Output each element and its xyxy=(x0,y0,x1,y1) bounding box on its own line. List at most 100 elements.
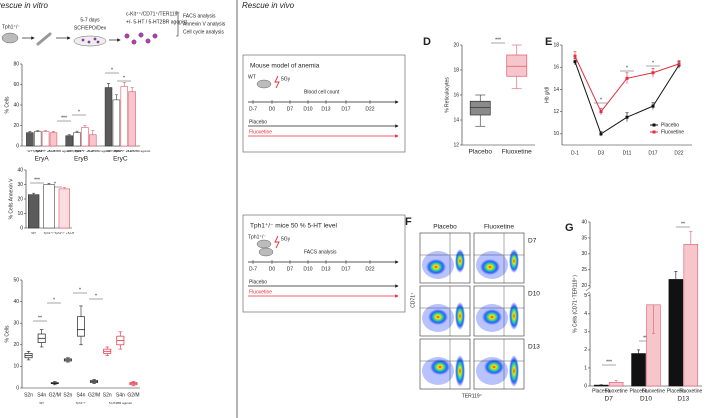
bar-series-label: Tph1⁺/⁻ xyxy=(32,149,43,153)
bar-series-label: Placebo xyxy=(667,388,685,394)
y-tick-label: 14 xyxy=(553,87,559,93)
y-tick-label: 3 xyxy=(584,329,587,335)
timeline-label: D-7 xyxy=(249,266,257,272)
panel-label: D xyxy=(423,36,431,48)
bar xyxy=(81,127,89,147)
flow-column-label: Placebo xyxy=(433,224,457,231)
significance: * xyxy=(652,60,654,66)
bar xyxy=(608,382,624,387)
x-tick-label: G2/M xyxy=(127,392,139,398)
timeline-label: D13 xyxy=(321,266,330,272)
y-axis-label: % Reticulocytes xyxy=(444,77,450,113)
bar xyxy=(631,353,646,387)
y-axis-label: % Cells xyxy=(4,96,10,113)
bar xyxy=(27,194,40,229)
y-tick-label: 4 xyxy=(584,311,587,317)
x-tick-label: S2n xyxy=(63,392,72,398)
bar-series-label: Placebo xyxy=(592,388,610,394)
x-category-label: EryC xyxy=(113,156,128,163)
bar-series-label: Tph1⁺/⁻ +5-HT2BR agonist xyxy=(75,149,112,153)
y-tick-label: 0 xyxy=(20,225,23,231)
x-tick-label: WT xyxy=(31,231,36,235)
workflow-analysis: FACS analysis xyxy=(183,13,216,19)
right-title: Rescue in vivo xyxy=(242,1,295,10)
marker xyxy=(625,76,629,80)
group-label: 5-HT2BR agonist xyxy=(109,401,132,405)
left-title: Rescue in vitro xyxy=(0,1,48,10)
y-tick-label: 16 xyxy=(553,65,559,71)
y-tick-label: 10 xyxy=(17,211,23,217)
marker xyxy=(677,62,681,66)
flow-row-label: D10 xyxy=(528,291,540,298)
flow-cluster xyxy=(428,309,448,325)
dish-icon xyxy=(73,35,107,47)
bar-series-label: Tph1⁺/⁻ xyxy=(72,149,83,153)
y-tick-label: 10 xyxy=(553,131,559,137)
mouse-icon xyxy=(1,32,19,44)
flow-cluster xyxy=(482,309,502,325)
marker xyxy=(599,132,603,136)
bar xyxy=(41,131,50,147)
workflow-analysis: Cell cycle analysis xyxy=(183,29,224,35)
bar-series-label: Tph1⁺/⁻ +5-HT xyxy=(36,149,56,153)
y-axis-label: % Cells (CD71⁺TER119⁺) xyxy=(572,275,578,333)
y-tick-label: 14 xyxy=(453,117,459,123)
flow-cluster xyxy=(509,302,519,330)
x-tick-label: D3 xyxy=(598,150,605,156)
y-axis-label: % Cells Annexin V xyxy=(8,178,14,220)
flow-cluster xyxy=(484,359,504,375)
marker xyxy=(651,104,655,108)
y-tick-label: 25 xyxy=(581,267,587,273)
flow-x-label: TER119⁺ xyxy=(462,393,483,399)
bar xyxy=(593,384,609,387)
bar xyxy=(26,132,34,147)
significance: * xyxy=(54,181,56,187)
scheme-arm: Placebo xyxy=(249,279,267,285)
workflow-duration: 5-7 days xyxy=(80,17,100,23)
x-category-label: EryB xyxy=(74,156,88,163)
scheme-event: FACS analysis xyxy=(304,249,337,255)
y-tick-label: 60 xyxy=(13,82,19,88)
axis-break-mark xyxy=(585,287,591,295)
significance: * xyxy=(79,287,81,293)
box xyxy=(77,316,85,337)
scheme-event: Blood cell count xyxy=(304,89,340,95)
bar-series-label: Tph1⁺/⁻ +5-HT2BR agonist xyxy=(35,149,72,153)
marker xyxy=(573,54,577,58)
y-tick-label: 20 xyxy=(581,283,587,289)
bar-series-label: WT xyxy=(106,149,111,153)
y-tick-label: 40 xyxy=(13,102,19,108)
bar-series-label: Tph1⁺/⁻ +5-HT xyxy=(75,149,95,153)
x-tick-label: S2n xyxy=(24,392,33,398)
bar xyxy=(112,99,121,147)
marker xyxy=(599,110,603,114)
y-tick-label: 2 xyxy=(584,347,587,353)
scheme-mouse: WT xyxy=(248,74,256,80)
x-tick-label: S2n xyxy=(103,392,112,398)
workflow-population: c-Kit⁺⁺/CD71⁺/TER119⁻ xyxy=(126,11,180,17)
timeline-label: D0 xyxy=(269,266,276,272)
flow-y-label: CD71⁺ xyxy=(410,292,416,308)
x-category-label: D10 xyxy=(640,396,652,403)
marker xyxy=(573,60,577,64)
bar-series-label: Placebo xyxy=(629,388,647,394)
y-tick-label: 30 xyxy=(17,182,23,188)
bar-series-label: Tph1⁺/⁻ +5-HT xyxy=(114,149,134,153)
significance: * xyxy=(600,97,602,103)
x-category-label: D7 xyxy=(605,396,614,403)
significance: *** xyxy=(495,37,501,43)
significance: *** xyxy=(643,335,649,341)
scheme-title: Mouse model of anemia xyxy=(250,63,320,70)
y-tick-label: 30 xyxy=(581,251,587,257)
x-tick-label: S4n xyxy=(116,392,125,398)
flow-cluster xyxy=(509,249,519,273)
panel-label: E xyxy=(545,36,552,48)
y-tick-label: 80 xyxy=(13,61,19,67)
bar-series-label: Tph1⁺/⁻ xyxy=(111,149,122,153)
marker xyxy=(625,115,629,119)
x-tick-label: D22 xyxy=(674,150,683,156)
scheme-arm: Placebo xyxy=(249,119,267,125)
y-tick-label: 5 xyxy=(584,293,587,299)
legend-label: Placebo xyxy=(661,122,679,128)
